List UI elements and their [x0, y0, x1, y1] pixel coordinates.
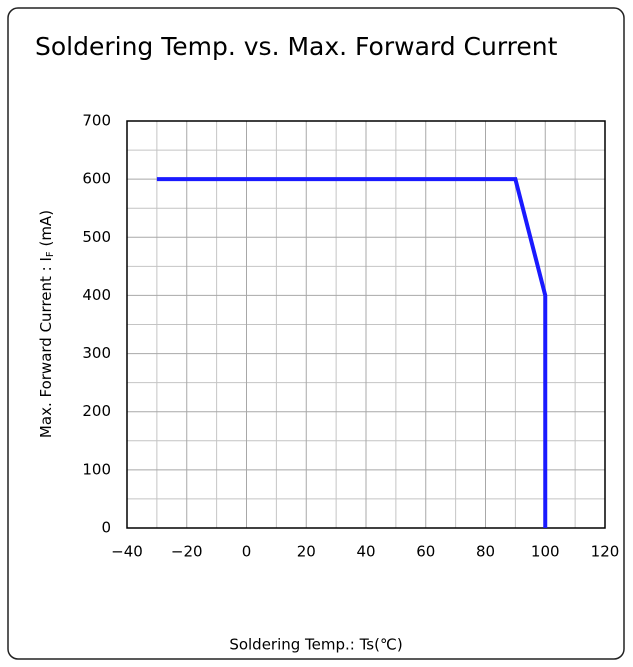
- y-tick-label: 0: [101, 519, 111, 537]
- x-tick-label: 100: [531, 543, 560, 561]
- x-tick-label: 120: [591, 543, 620, 561]
- data-line: [156, 177, 548, 528]
- x-tick-label: 40: [356, 543, 375, 561]
- plot-border: [126, 120, 606, 529]
- y-tick-label: 100: [82, 460, 111, 478]
- x-tick-label: −40: [111, 543, 143, 561]
- x-axis-label: Soldering Temp.: Ts(℃): [229, 636, 402, 654]
- y-tick-label: 300: [82, 344, 111, 362]
- x-tick-label: 0: [242, 543, 252, 561]
- y-axis-label: Max. Forward Current : IF (mA): [37, 210, 57, 438]
- x-tick-label: 80: [476, 543, 495, 561]
- y-tick-label: 200: [82, 402, 111, 420]
- x-tick-label: −20: [171, 543, 203, 561]
- y-tick-label: 400: [82, 286, 111, 304]
- x-tick-label: 60: [416, 543, 435, 561]
- y-axis-label-part: (mA): [37, 210, 55, 251]
- chart-title: Soldering Temp. vs. Max. Forward Current: [35, 32, 558, 61]
- y-tick-label: 700: [82, 112, 111, 130]
- y-tick-label: 600: [82, 170, 111, 188]
- y-axis-label-sub: F: [45, 251, 56, 257]
- x-tick-label: 20: [297, 543, 316, 561]
- y-tick-label: 500: [82, 228, 111, 246]
- frame: [7, 7, 625, 660]
- y-axis-label-part: Max. Forward Current : I: [37, 257, 55, 438]
